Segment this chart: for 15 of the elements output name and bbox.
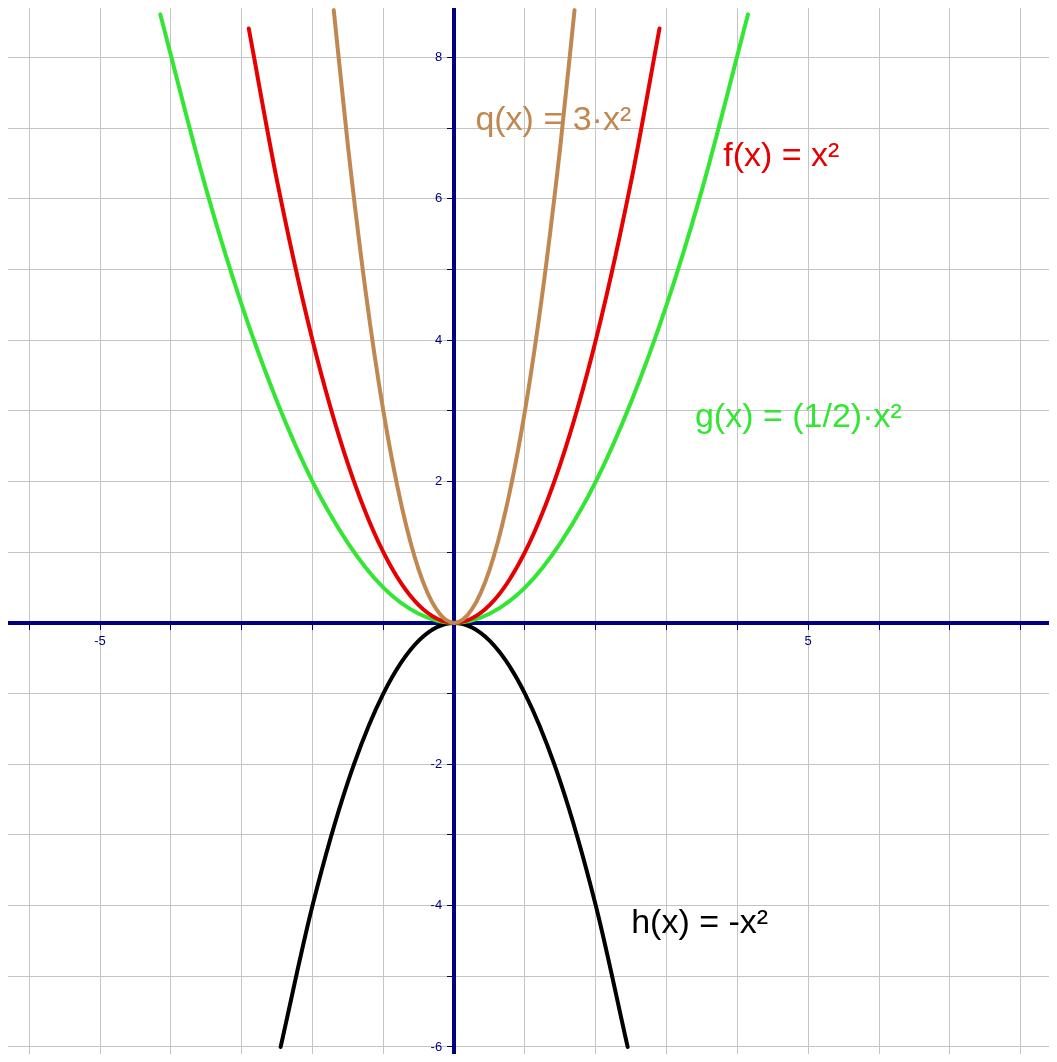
y-tick-label: 4 [434, 331, 443, 347]
y-tick-label: -2 [430, 755, 443, 771]
y-tick-label: 8 [434, 49, 443, 65]
y-tick-label: -4 [430, 897, 443, 913]
series-label: h(x) = -x² [631, 901, 769, 940]
y-tick-label: 6 [434, 190, 443, 206]
y-tick-label: -6 [430, 1038, 443, 1054]
line-series [278, 620, 630, 1049]
x-tick-label: 5 [804, 633, 812, 649]
series-label: q(x) = 3·x² [475, 99, 632, 138]
text: f(x) = x² [723, 134, 840, 173]
x-tick-label: -5 [94, 633, 106, 649]
line-series [246, 26, 662, 625]
y-tick-label: 2 [434, 473, 443, 489]
series-label: g(x) = (1/2)·x² [694, 396, 902, 435]
